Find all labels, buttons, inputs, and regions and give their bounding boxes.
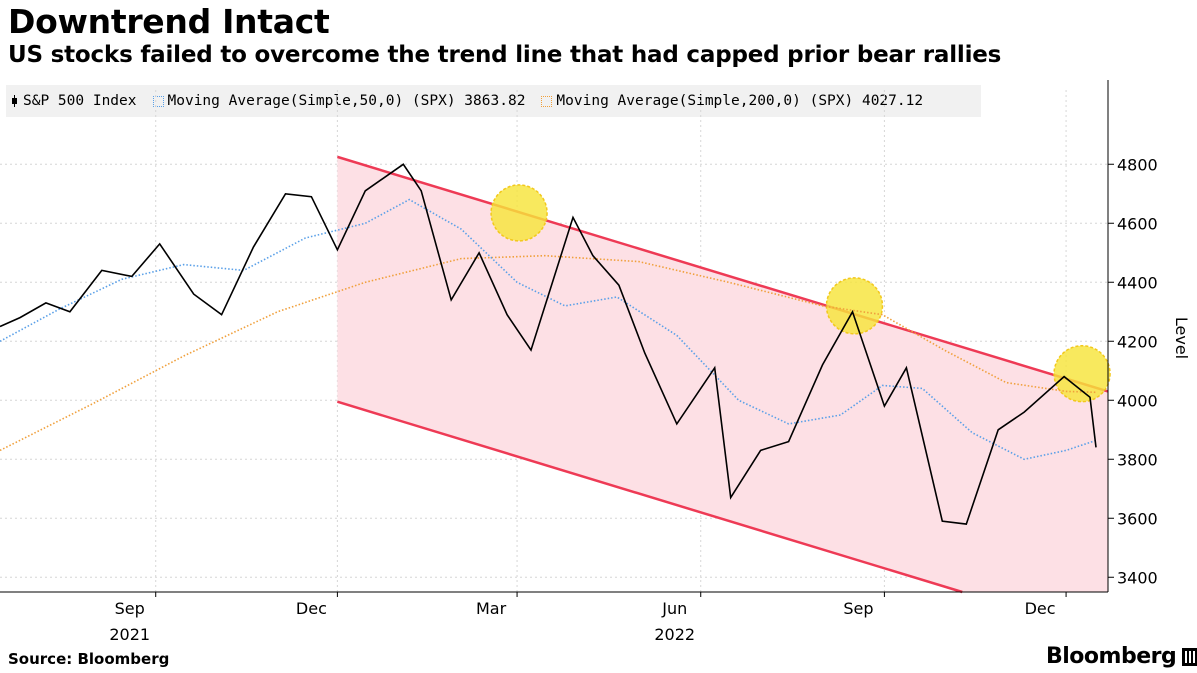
legend-item-ma50: Moving Average(Simple,50,0) (SPX) 3863.8… [152, 93, 526, 109]
lower-trend-line [337, 400, 963, 594]
y-tick-label: 4200 [1117, 332, 1158, 351]
chart-legend: S&P 500 Index Moving Average(Simple,50,0… [6, 85, 981, 117]
dotted-line-icon [152, 95, 164, 107]
y-tick-label: 4400 [1117, 273, 1158, 292]
legend-item-spx: S&P 500 Index [10, 93, 137, 109]
x-year-label: 2022 [654, 625, 695, 644]
axes: 3400 3600 3800 4000 4200 4400 4600 4800 Level Sep… [0, 80, 1191, 644]
legend-item-ma200: Moving Average(Simple,200,0) (SPX) 4027.… [541, 93, 923, 109]
ma200-line [0, 254, 1097, 452]
channel-fill [337, 156, 1108, 592]
dotted-line-icon [541, 95, 553, 107]
upper-trend-line [337, 155, 1109, 393]
terminal-icon [1182, 647, 1197, 666]
y-tick-label: 4800 [1117, 155, 1158, 174]
y-axis-label: Level [1172, 317, 1191, 359]
x-tick-label: Mar [476, 599, 507, 618]
chart-title: Downtrend Intact [8, 2, 330, 41]
y-tick-label: 3600 [1117, 509, 1158, 528]
series-lines [0, 163, 1097, 525]
highlight-circle [825, 277, 884, 335]
x-tick-label: Dec [296, 599, 327, 618]
y-tick-label: 3800 [1117, 450, 1158, 469]
y-tick-label: 4000 [1117, 391, 1158, 410]
trend-channel [337, 155, 1109, 594]
highlight-circle [1053, 344, 1111, 403]
brand-name: Bloomberg [1046, 644, 1177, 669]
x-tick-label: Sep [843, 599, 873, 618]
bloomberg-logo: Bloomberg [1046, 644, 1197, 669]
y-tick-label: 3400 [1117, 568, 1158, 587]
spx-price-line [0, 163, 1097, 525]
legend-label-ma200: Moving Average(Simple,200,0) (SPX) 4027.… [556, 93, 924, 109]
highlight-markers [490, 184, 1111, 403]
x-tick-label: Jun [661, 599, 687, 618]
chart-subtitle: US stocks failed to overcome the trend l… [8, 42, 1002, 68]
legend-label-ma50: Moving Average(Simple,50,0) (SPX) 3863.8… [167, 93, 526, 109]
candlestick-icon [10, 95, 19, 107]
y-tick-label: 4600 [1117, 214, 1158, 233]
legend-label-spx: S&P 500 Index [23, 93, 137, 109]
x-tick-label: Sep [115, 599, 145, 618]
x-tick-label: Dec [1025, 599, 1056, 618]
highlight-circle [490, 184, 548, 242]
x-year-label: 2021 [109, 625, 150, 644]
ma50-line [0, 198, 1097, 461]
source-note: Source: Bloomberg [8, 650, 170, 668]
